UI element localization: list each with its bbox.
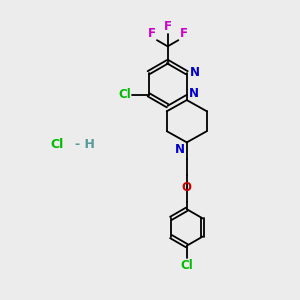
Text: F: F — [148, 27, 155, 40]
Text: - H: - H — [75, 138, 95, 151]
Text: Cl: Cl — [118, 88, 131, 101]
Text: F: F — [164, 20, 172, 32]
Text: N: N — [189, 86, 199, 100]
Text: Cl: Cl — [180, 259, 193, 272]
Text: N: N — [174, 143, 184, 156]
Text: O: O — [182, 181, 192, 194]
Text: F: F — [180, 27, 188, 40]
Text: Cl: Cl — [51, 138, 64, 151]
Text: N: N — [190, 66, 200, 79]
